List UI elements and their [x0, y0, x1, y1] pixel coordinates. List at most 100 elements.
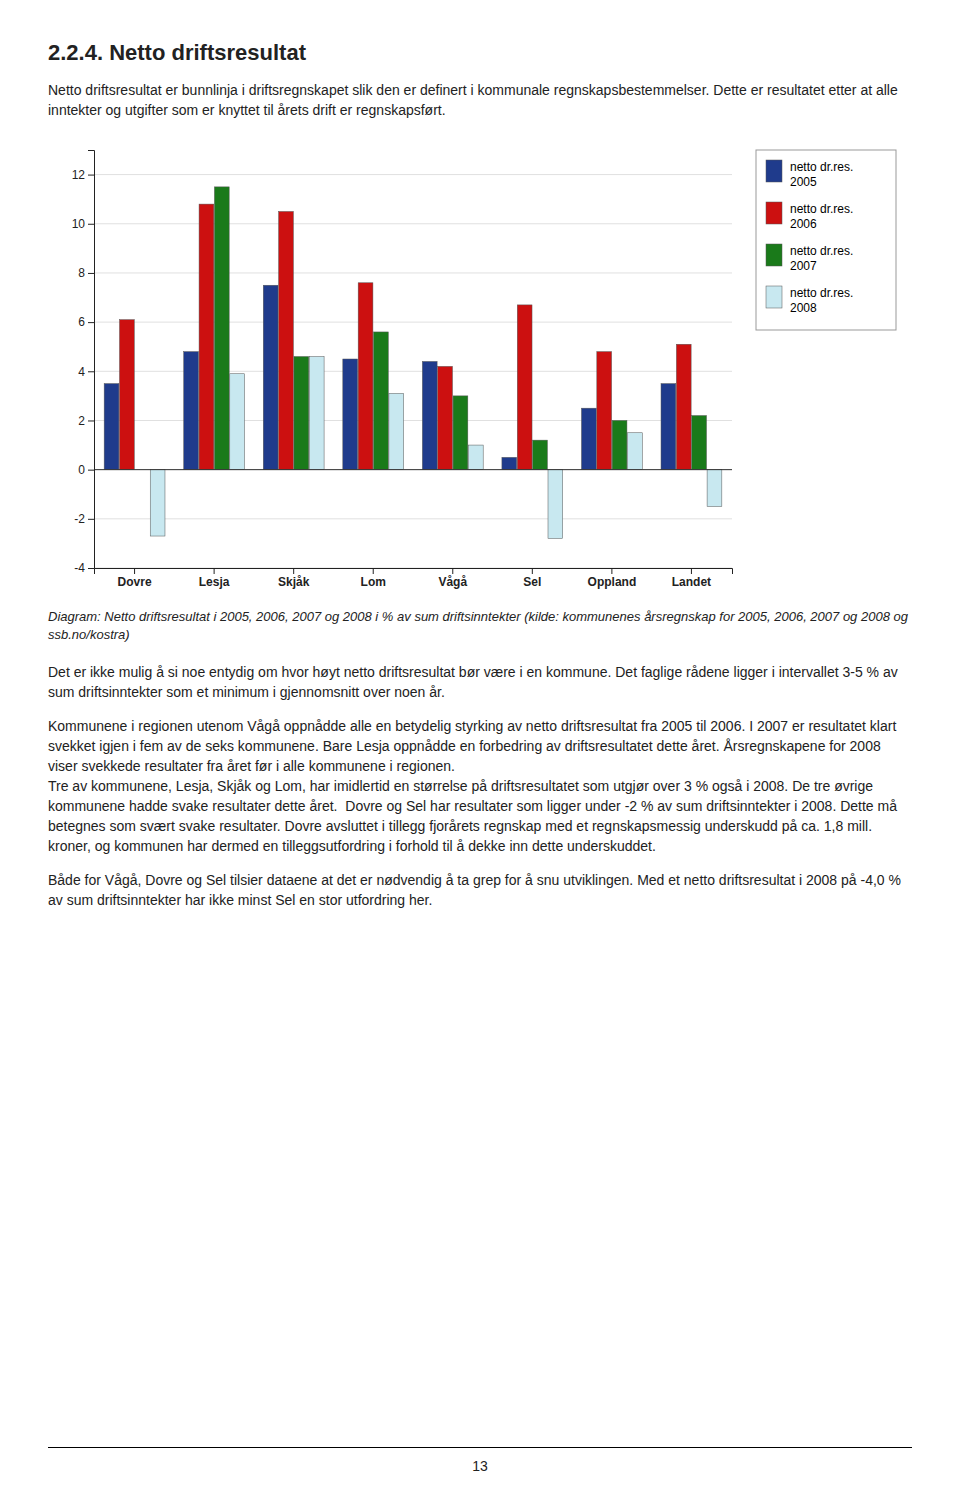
tick-label: Vågå	[438, 575, 467, 589]
tick-mark	[214, 568, 215, 574]
legend-label: netto dr.res.2007	[790, 244, 853, 272]
bar-series	[214, 187, 706, 470]
legend-label-line: 2008	[790, 301, 817, 315]
tick-label: -4	[74, 561, 85, 575]
tick: 4	[78, 365, 94, 379]
tick: 10	[72, 217, 94, 231]
bar	[422, 361, 437, 469]
bar-series	[120, 204, 692, 470]
tick-mark	[88, 470, 94, 471]
tick-mark	[88, 371, 94, 372]
tick: Lesja	[199, 568, 230, 589]
tick-label: Lesja	[199, 575, 230, 589]
y-axis: -4 -2 0 2 4 6 8 10 12	[72, 151, 95, 576]
bar	[581, 408, 596, 469]
axis-line	[95, 569, 733, 575]
tick-mark	[373, 568, 374, 574]
legend-item: netto dr.res.2005	[766, 160, 853, 189]
legend-frame	[756, 150, 896, 330]
tick-mark	[88, 273, 94, 274]
legend-swatch	[766, 202, 782, 224]
tick-label: 12	[72, 168, 86, 182]
bar	[309, 357, 324, 470]
legend-label: netto dr.res.2008	[790, 286, 853, 314]
caption: Diagram: Netto driftsresultat i 2005, 20…	[48, 608, 912, 644]
grid-line	[94, 469, 732, 470]
legend-label-line: netto dr.res.	[790, 286, 853, 300]
bar	[517, 305, 532, 470]
bar	[199, 204, 214, 470]
legend-label-line: 2007	[790, 259, 817, 273]
tick-mark	[88, 224, 94, 225]
bar	[214, 187, 229, 470]
tick-label: 6	[78, 315, 85, 329]
tick: Vågå	[438, 568, 467, 589]
bar	[468, 445, 483, 470]
tick: 12	[72, 168, 94, 182]
tick: Dovre	[118, 568, 152, 589]
bar	[230, 374, 245, 470]
x-axis: DovreLesjaSkjåkLomVågåSelOpplandLandet	[95, 568, 733, 589]
plot: -4-2024681012DovreLesjaSkjåkLomVågåSelOp…	[72, 150, 896, 589]
grid-line	[94, 223, 732, 224]
tick-label: 4	[78, 365, 85, 379]
tick: 0	[78, 463, 94, 477]
tick-label: Dovre	[118, 575, 152, 589]
bar	[120, 320, 135, 470]
tick-mark	[88, 322, 94, 323]
bar	[676, 344, 691, 469]
bar	[389, 393, 404, 469]
tick-label: 0	[78, 463, 85, 477]
tick-label: Lom	[361, 575, 386, 589]
tick-mark	[134, 568, 135, 574]
tick: -4	[74, 561, 94, 575]
legend-swatch	[766, 286, 782, 308]
bar	[548, 470, 563, 539]
tick-label: 2	[78, 414, 85, 428]
tick-mark	[88, 175, 94, 176]
tick: Oppland	[588, 568, 637, 589]
tick: -2	[74, 512, 94, 526]
zero-line	[94, 469, 732, 470]
body-text: Det er ikke mulig å si noe entydig om hv…	[48, 662, 912, 702]
bar	[279, 211, 294, 469]
bar	[150, 470, 165, 536]
grid-line	[94, 322, 732, 323]
tick: Lom	[361, 568, 386, 589]
tick-label: Oppland	[588, 575, 637, 589]
legend-label-line: 2006	[790, 217, 817, 231]
bar	[453, 396, 468, 470]
bar	[707, 470, 722, 507]
bar	[661, 384, 676, 470]
page-title: 2.2.4. Netto driftsresultat	[48, 40, 912, 66]
tick-mark	[532, 568, 533, 574]
tick-mark	[88, 519, 94, 520]
bar	[184, 352, 199, 470]
chart: -4-2024681012DovreLesjaSkjåkLomVågåSelOp…	[48, 134, 912, 604]
bar	[692, 416, 707, 470]
legend: netto dr.res.2005netto dr.res.2006netto …	[756, 150, 896, 330]
grid-line	[94, 272, 732, 273]
legend-item: netto dr.res.2006	[766, 202, 853, 231]
body-text: Kommunene i regionen utenom Vågå oppnådd…	[48, 716, 912, 856]
tick: 2	[78, 414, 94, 428]
tick: 8	[78, 266, 94, 280]
bar	[294, 357, 309, 470]
tick-mark	[293, 568, 294, 574]
bar-series	[150, 357, 722, 539]
legend-label: netto dr.res.2006	[790, 202, 853, 230]
bar	[612, 420, 627, 469]
bar	[358, 283, 373, 470]
footer-rule	[48, 1447, 912, 1448]
axis-line	[88, 151, 95, 569]
legend-swatch	[766, 244, 782, 266]
legend-label: netto dr.res.2005	[790, 160, 853, 188]
body-text: Både for Vågå, Dovre og Sel tilsier data…	[48, 870, 912, 910]
bar	[502, 457, 517, 469]
bar	[374, 332, 389, 470]
bars	[104, 187, 722, 539]
page: 2.2.4. Netto driftsresultatNetto driftsr…	[0, 0, 960, 910]
tick-mark	[88, 568, 94, 569]
tick-mark	[88, 420, 94, 421]
tick-label: Sel	[523, 575, 541, 589]
